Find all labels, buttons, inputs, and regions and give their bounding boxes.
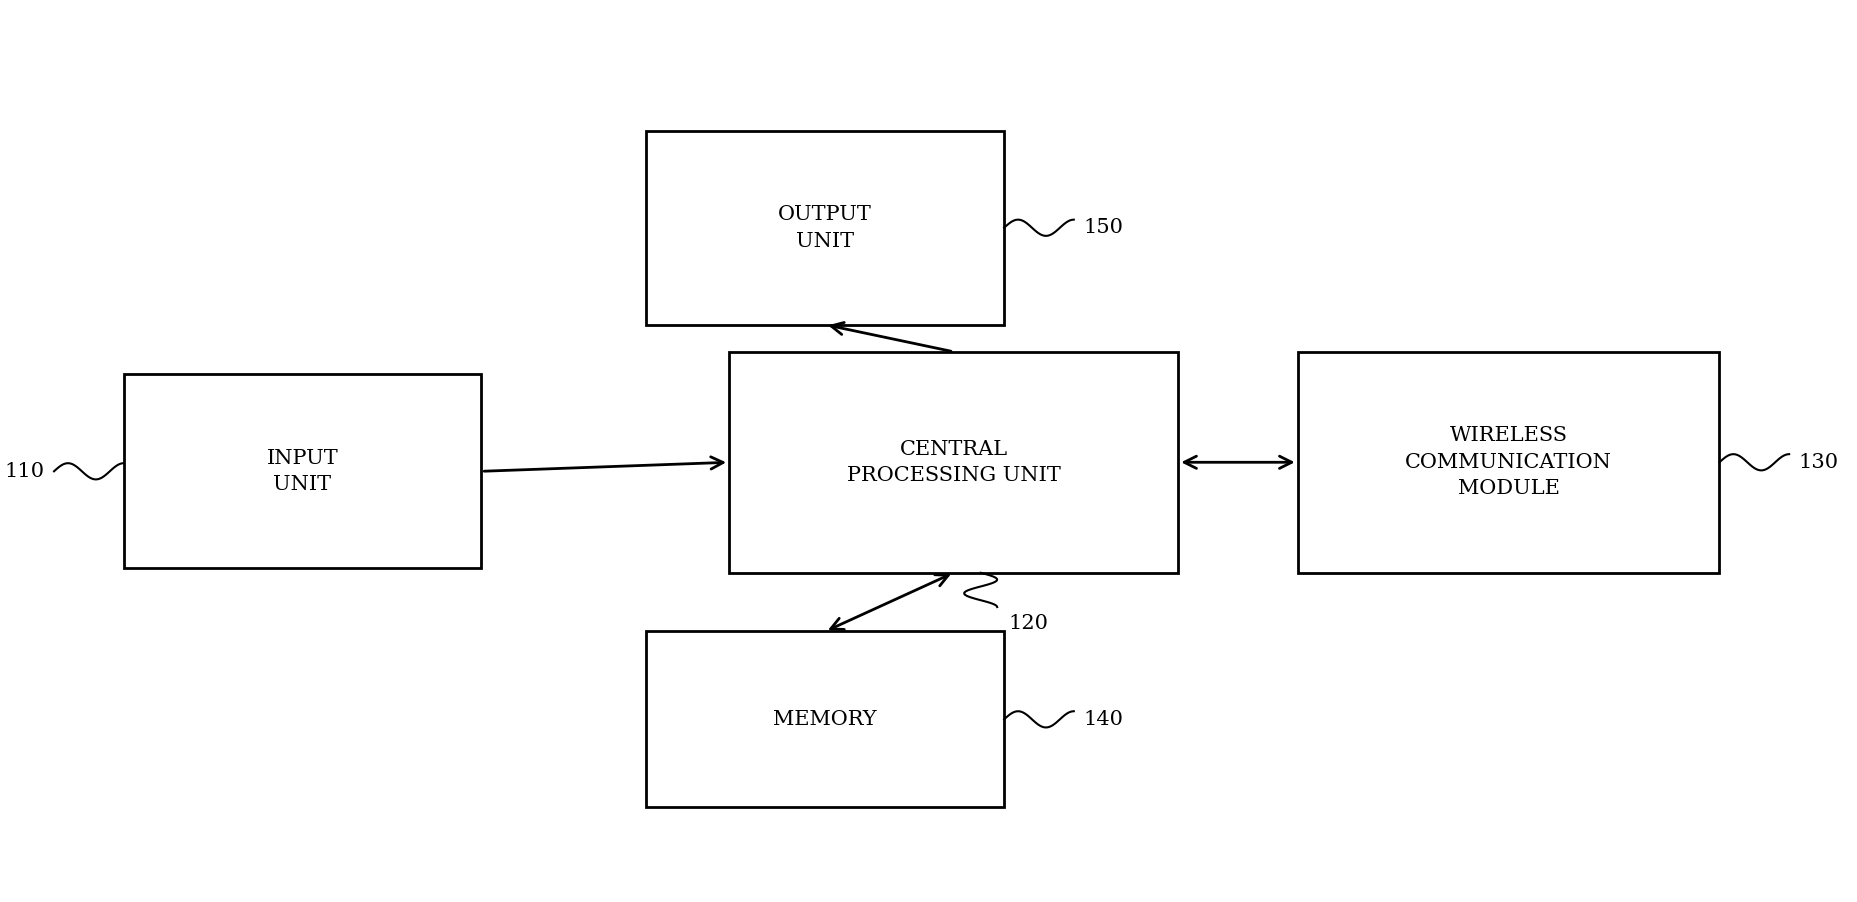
Text: 130: 130 bbox=[1798, 453, 1838, 472]
FancyBboxPatch shape bbox=[1298, 352, 1720, 573]
Text: OUTPUT
UNIT: OUTPUT UNIT bbox=[778, 205, 873, 251]
Text: INPUT
UNIT: INPUT UNIT bbox=[267, 448, 338, 494]
FancyBboxPatch shape bbox=[124, 374, 481, 568]
Text: 150: 150 bbox=[1083, 218, 1123, 237]
FancyBboxPatch shape bbox=[646, 131, 1005, 325]
Text: 120: 120 bbox=[1008, 614, 1047, 633]
Text: 140: 140 bbox=[1083, 710, 1123, 729]
FancyBboxPatch shape bbox=[730, 352, 1179, 573]
Text: CENTRAL
PROCESSING UNIT: CENTRAL PROCESSING UNIT bbox=[847, 439, 1060, 485]
Text: 110: 110 bbox=[6, 462, 45, 481]
FancyBboxPatch shape bbox=[646, 631, 1005, 807]
Text: MEMORY: MEMORY bbox=[774, 710, 877, 729]
Text: WIRELESS
COMMUNICATION
MODULE: WIRELESS COMMUNICATION MODULE bbox=[1406, 427, 1612, 498]
